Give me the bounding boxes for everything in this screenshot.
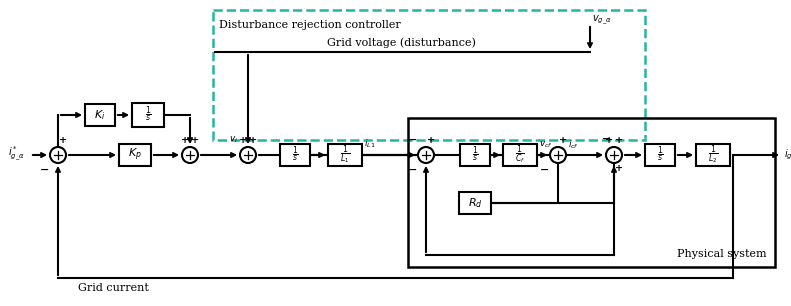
Text: $v_{cf}$: $v_{cf}$ — [539, 140, 553, 150]
Text: −: − — [40, 164, 49, 175]
Bar — [328, 144, 362, 166]
Text: $\frac{1}{L_2}$: $\frac{1}{L_2}$ — [708, 144, 718, 166]
Bar — [85, 104, 115, 126]
Circle shape — [182, 147, 198, 163]
Text: +: + — [427, 136, 435, 145]
Text: +: + — [191, 136, 199, 145]
Text: $i_{g\_\alpha}^*$: $i_{g\_\alpha}^*$ — [8, 145, 25, 163]
Bar — [459, 192, 491, 214]
Text: $\frac{1}{s}$: $\frac{1}{s}$ — [292, 145, 298, 165]
Text: Grid voltage (disturbance): Grid voltage (disturbance) — [327, 37, 476, 48]
Text: $\frac{1}{C_f}$: $\frac{1}{C_f}$ — [515, 144, 525, 166]
Bar — [645, 144, 675, 166]
Circle shape — [418, 147, 434, 163]
Circle shape — [50, 147, 66, 163]
Text: +: + — [559, 136, 567, 145]
Text: $\frac{1}{s}$: $\frac{1}{s}$ — [145, 105, 152, 125]
Circle shape — [240, 147, 256, 163]
Text: $\frac{1}{s}$: $\frac{1}{s}$ — [471, 145, 479, 165]
Text: +: + — [605, 136, 613, 145]
Text: $v_i$: $v_i$ — [229, 135, 238, 145]
Bar — [460, 144, 490, 166]
Text: +: + — [249, 136, 257, 145]
Text: $i_{g\_\alpha}$: $i_{g\_\alpha}$ — [784, 147, 791, 162]
Text: +: + — [59, 136, 67, 145]
Text: −: − — [407, 134, 417, 145]
Text: −: − — [539, 164, 549, 175]
Text: −: − — [407, 164, 417, 175]
Bar — [132, 103, 164, 127]
Bar — [696, 144, 730, 166]
Text: $v_{g\_\alpha}$: $v_{g\_\alpha}$ — [592, 14, 612, 27]
Text: $\frac{1}{s}$: $\frac{1}{s}$ — [657, 145, 664, 165]
Text: $R_d$: $R_d$ — [467, 196, 483, 210]
Circle shape — [550, 147, 566, 163]
Text: +: + — [615, 136, 623, 145]
Text: +: + — [615, 164, 623, 173]
Text: $K_i$: $K_i$ — [94, 108, 106, 122]
Bar — [408, 118, 775, 267]
Text: $i_{L1}$: $i_{L1}$ — [364, 137, 376, 150]
Bar — [280, 144, 310, 166]
Text: −: − — [602, 133, 611, 144]
Text: Disturbance rejection controller: Disturbance rejection controller — [219, 20, 401, 30]
Circle shape — [606, 147, 622, 163]
Bar — [503, 144, 537, 166]
Bar — [119, 144, 151, 166]
Bar — [213, 10, 645, 140]
Text: Grid current: Grid current — [78, 283, 149, 293]
Text: $\frac{1}{L_1}$: $\frac{1}{L_1}$ — [340, 144, 350, 166]
Text: Physical system: Physical system — [677, 249, 767, 259]
Text: +: + — [239, 136, 247, 145]
Text: $i_{cf}$: $i_{cf}$ — [568, 139, 579, 151]
Text: +: + — [181, 136, 189, 145]
Text: $K_p$: $K_p$ — [128, 147, 142, 163]
